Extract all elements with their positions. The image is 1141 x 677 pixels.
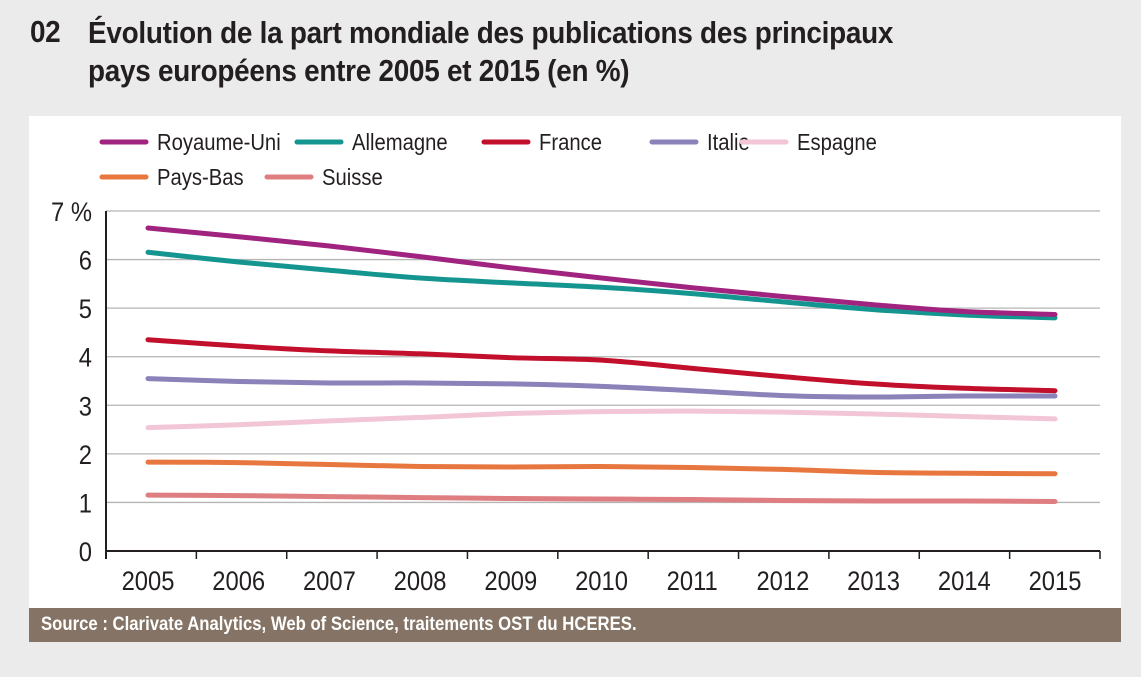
y-tick-label: 0 (79, 538, 92, 568)
x-tick-label: 2011 (667, 567, 718, 597)
figure-number: 02 (30, 14, 61, 49)
series-line-pays-bas (145, 459, 1058, 477)
legend-label: Espagne (797, 129, 877, 156)
legend-label: Allemagne (352, 129, 448, 156)
legend-label: France (539, 129, 602, 156)
x-tick-label: 2012 (756, 567, 809, 597)
x-tick-label: 2006 (212, 567, 265, 597)
y-tick-label: 6 (79, 246, 92, 276)
legend: Royaume-Uni Allemagne France Italie EspagneP… (99, 129, 877, 191)
series-line-allemagne (145, 249, 1058, 321)
y-tick-label: 4 (79, 343, 92, 373)
axis-ticks: 0 1 2 3 4 5 6 7 % 2005 2006 2007 2008 2009 2010 2011 20… (51, 198, 1081, 597)
x-tick-label: 2005 (122, 567, 175, 597)
series-line-france (145, 337, 1058, 394)
x-tick-label: 2009 (484, 567, 537, 597)
legend-label: Suisse (322, 164, 383, 191)
series-line-royaume-uni (145, 225, 1058, 317)
y-tick-label: 3 (79, 392, 92, 422)
series-line-suisse (145, 492, 1058, 504)
chart-title-line-2: pays européens entre 2005 et 2015 (en %) (88, 53, 630, 88)
chart-panel (29, 116, 1121, 608)
source-bar: Source : Clarivate Analytics, Web of Sci… (29, 608, 1121, 642)
series-line-italie (145, 376, 1058, 400)
chart-title-line-1: Évolution de la part mondiale des public… (88, 15, 894, 50)
x-tick-label: 2010 (575, 567, 628, 597)
y-tick-label: 2 (79, 441, 92, 471)
x-tick-label: 2013 (847, 567, 900, 597)
x-tick-label: 2014 (938, 567, 991, 597)
source-text: Source : Clarivate Analytics, Web of Sci… (41, 614, 637, 635)
gridlines (106, 210, 1100, 504)
series-line-espagne (145, 408, 1058, 431)
legend-label: Royaume-Uni (157, 129, 281, 156)
axes (105, 211, 1101, 559)
y-tick-label: 1 (79, 489, 92, 519)
x-tick-label: 2007 (303, 567, 356, 597)
legend-label: Pays-Bas (157, 164, 244, 191)
series-lines (145, 225, 1058, 504)
chart-title: Évolution de la part mondiale des public… (88, 14, 893, 90)
y-tick-label: 7 % (51, 198, 92, 228)
x-tick-label: 2008 (394, 567, 447, 597)
x-tick-label: 2015 (1029, 567, 1082, 597)
y-tick-label: 5 (79, 295, 92, 325)
